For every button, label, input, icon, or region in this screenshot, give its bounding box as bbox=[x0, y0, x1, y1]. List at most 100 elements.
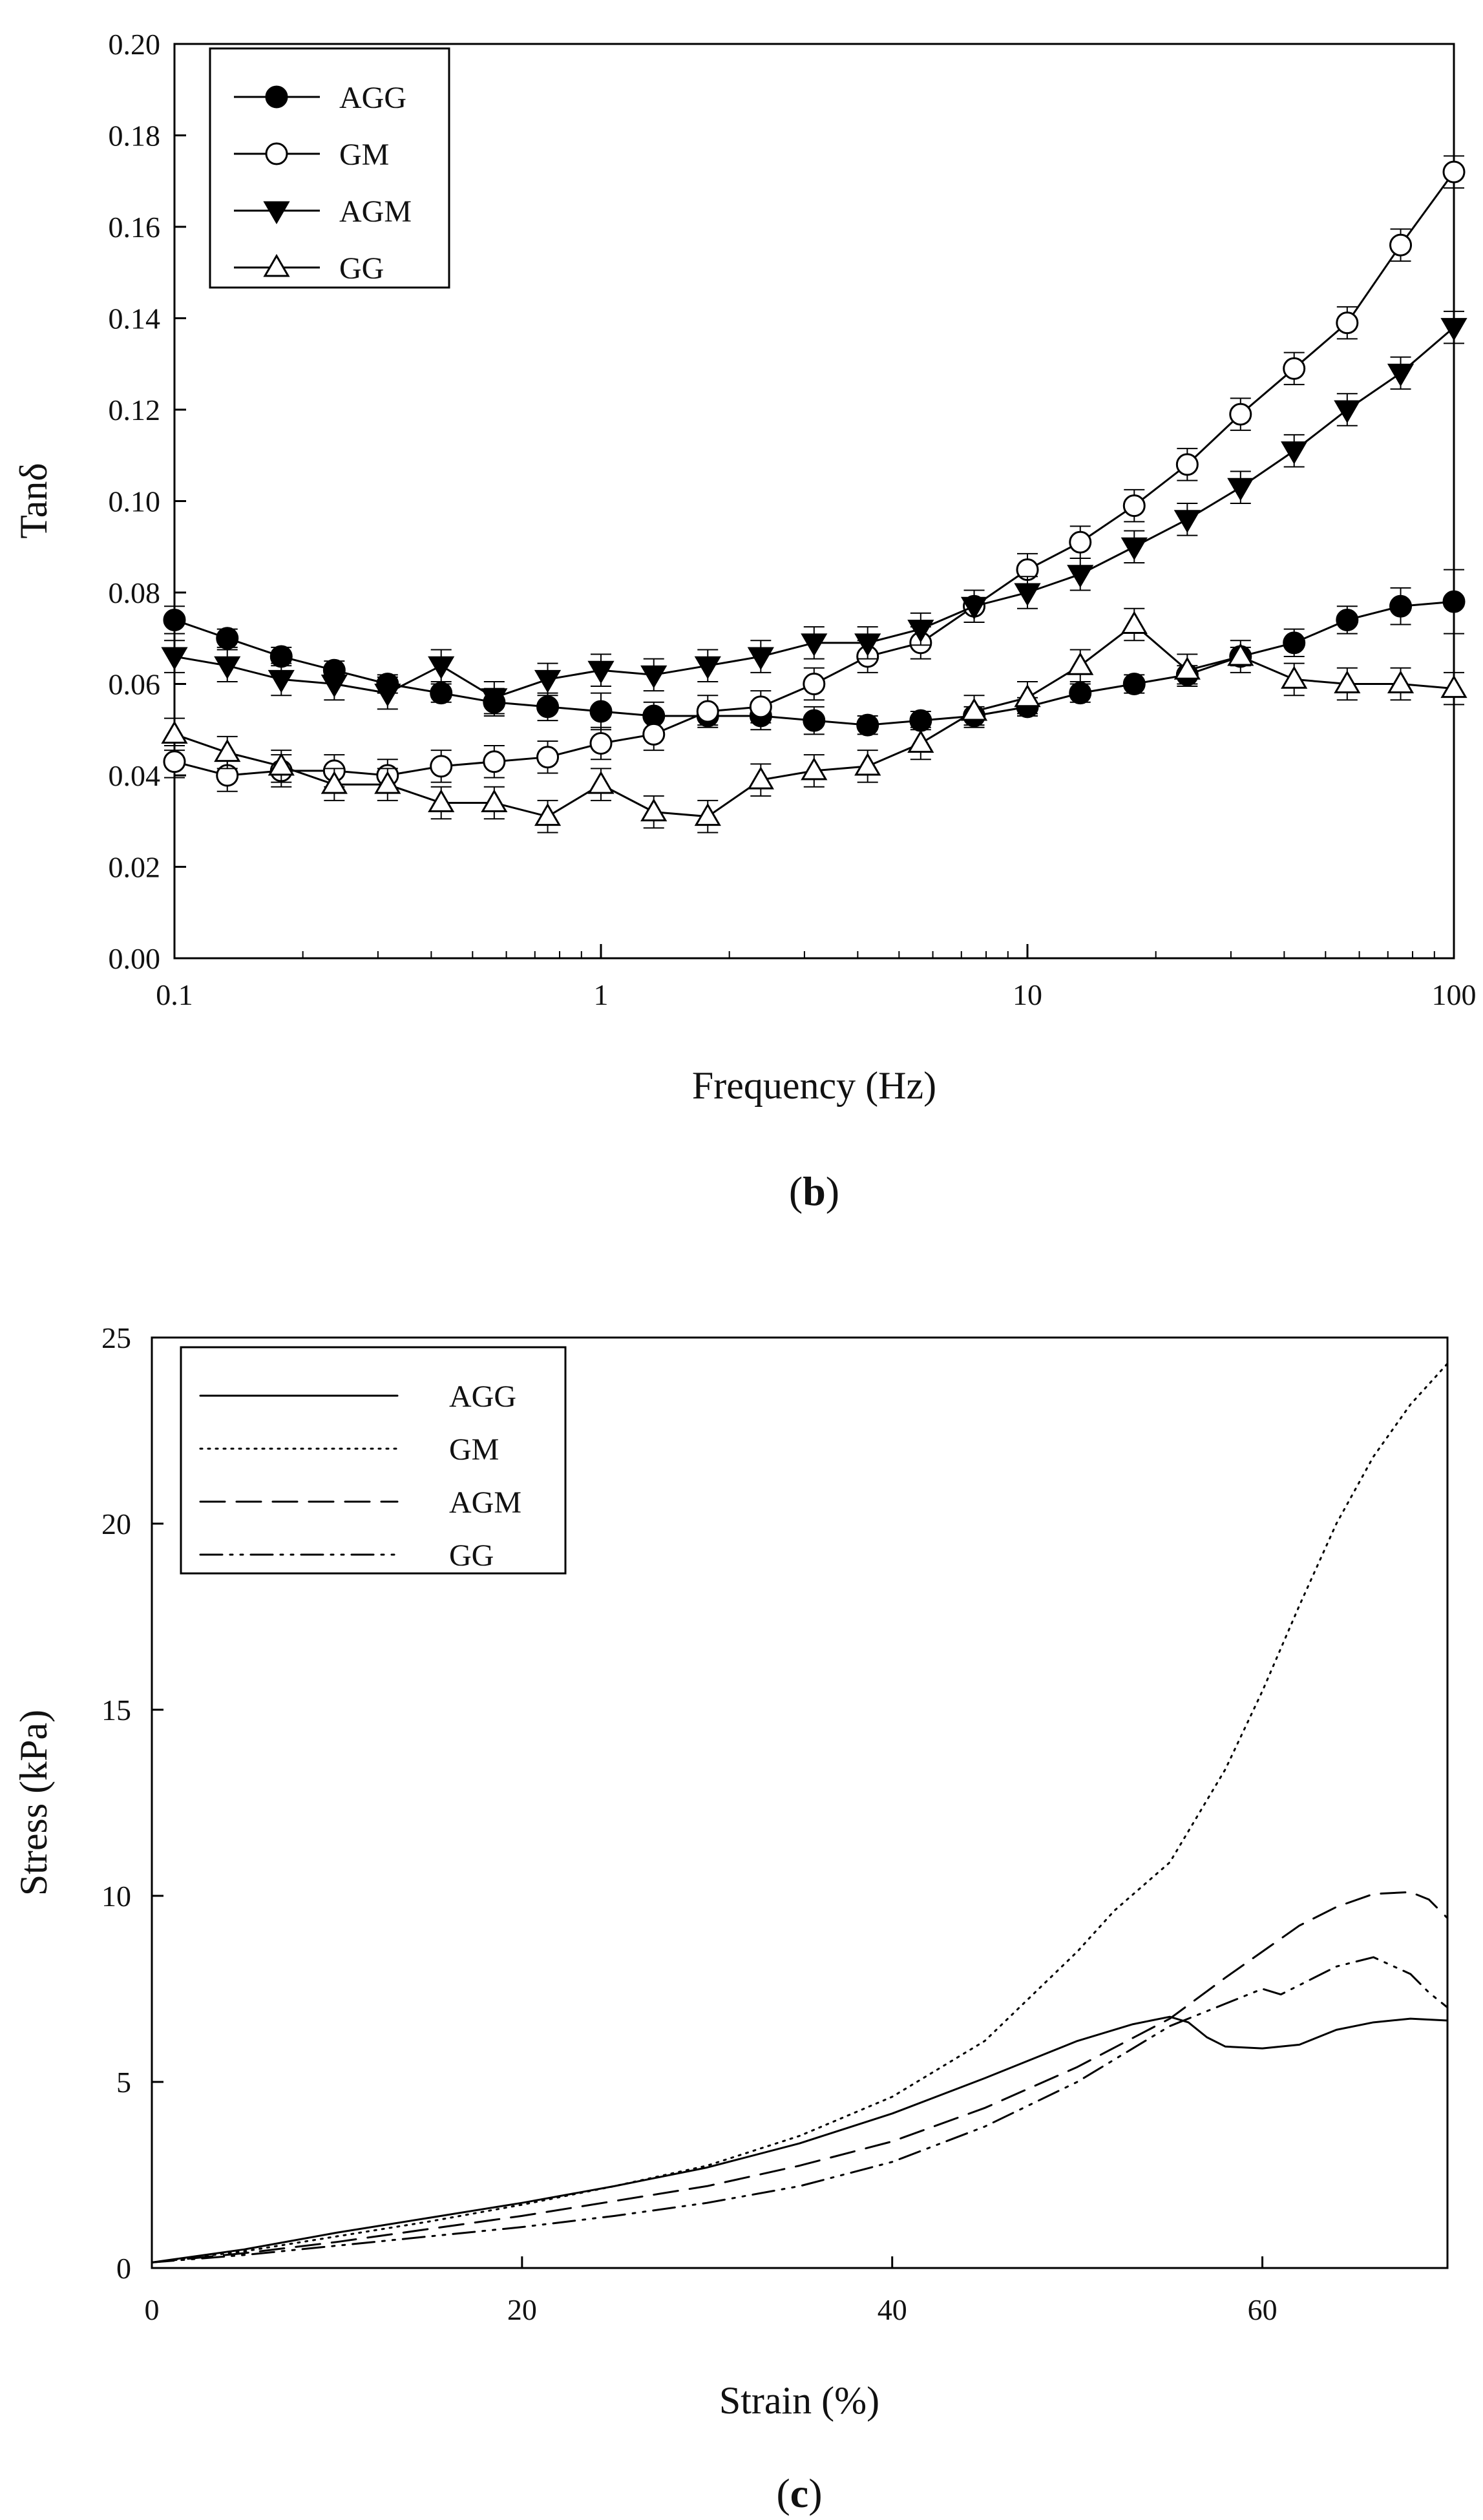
point-gm bbox=[1389, 233, 1413, 257]
point-gm bbox=[696, 700, 719, 723]
legend-label-agg: AGG bbox=[449, 1380, 516, 1414]
point-agm bbox=[1334, 400, 1361, 423]
point-agm bbox=[481, 688, 508, 711]
point-agg bbox=[216, 627, 239, 650]
tan-delta-x-tick-labels: 0.1 1 10 100 bbox=[156, 978, 1476, 1011]
point-agg bbox=[803, 709, 826, 732]
tan-delta-x-axis-title: Frequency (Hz) bbox=[692, 1064, 936, 1107]
point-gm bbox=[642, 722, 666, 746]
point-agm bbox=[747, 647, 774, 671]
point-agm bbox=[640, 665, 668, 689]
legend-item-gg: GG bbox=[234, 251, 384, 286]
point-agg bbox=[1283, 631, 1306, 655]
point-agg bbox=[1069, 682, 1092, 705]
tan-delta-legend-box bbox=[209, 47, 450, 289]
point-agm bbox=[960, 596, 988, 620]
point-gg bbox=[1120, 611, 1148, 635]
point-gg bbox=[587, 771, 615, 794]
point-agg bbox=[163, 608, 186, 631]
point-agm bbox=[694, 656, 721, 680]
stress-strain-y-tick-label: 20 bbox=[101, 1507, 131, 1540]
stress-strain-y-tick-label: 15 bbox=[101, 1694, 131, 1727]
curve-agg bbox=[151, 2015, 1449, 2263]
curve-gm bbox=[151, 1362, 1449, 2263]
tan-delta-y-tick-label: 0.04 bbox=[109, 759, 161, 792]
legend-item-agg: AGG bbox=[234, 81, 406, 115]
stress-strain-axis-ticks bbox=[151, 1336, 1264, 2269]
point-gg bbox=[1173, 656, 1201, 680]
legend-marker-agm bbox=[263, 201, 290, 224]
point-agg bbox=[1389, 594, 1413, 618]
legend-label-gg: GG bbox=[449, 1538, 494, 1573]
panel-label-b: (b) bbox=[789, 1168, 839, 1214]
tan-delta-legend: AGG GM AGM GG bbox=[209, 47, 450, 289]
point-agm bbox=[801, 633, 828, 656]
legend-item-agm: AGM bbox=[199, 1486, 521, 1520]
point-agg bbox=[536, 695, 560, 719]
point-gm bbox=[430, 755, 453, 778]
point-gg bbox=[960, 697, 988, 721]
stress-strain-x-axis-title: Strain (%) bbox=[719, 2379, 879, 2422]
tan-delta-chart: 0.00 0.02 0.04 0.06 0.08 0.10 0.12 0.14 0.16 0.18… bbox=[12, 28, 1477, 1214]
point-gm bbox=[749, 695, 772, 719]
series-gg bbox=[161, 607, 1467, 834]
point-gg bbox=[1440, 675, 1467, 698]
point-agg bbox=[1122, 673, 1146, 695]
legend-label-agm: AGM bbox=[339, 194, 412, 229]
stress-strain-y-tick-label: 5 bbox=[116, 2066, 131, 2099]
stress-strain-x-tick-label: 40 bbox=[878, 2293, 907, 2326]
series-agm bbox=[161, 310, 1467, 715]
stress-strain-y-tick-label: 25 bbox=[101, 1321, 131, 1354]
point-gm bbox=[589, 731, 613, 755]
point-gm bbox=[163, 750, 186, 773]
point-gm bbox=[1336, 311, 1359, 335]
tan-delta-y-axis-title: Tanδ bbox=[12, 463, 55, 538]
point-gg bbox=[321, 771, 348, 794]
point-gm bbox=[1283, 357, 1306, 380]
stress-strain-y-tick-label: 10 bbox=[101, 1880, 131, 1913]
point-agg bbox=[430, 682, 453, 705]
tan-delta-y-tick-label: 0.16 bbox=[109, 211, 161, 244]
point-agm bbox=[321, 675, 348, 698]
curve-gg bbox=[151, 1956, 1449, 2263]
curve-agm bbox=[151, 1891, 1449, 2263]
point-gm bbox=[1229, 403, 1252, 426]
point-agm bbox=[214, 656, 241, 680]
point-agm bbox=[1067, 565, 1094, 588]
stress-strain-x-tick-labels: 0 20 40 60 bbox=[145, 2293, 1278, 2326]
stress-strain-x-tick-label: 0 bbox=[145, 2293, 160, 2326]
point-agm bbox=[1227, 478, 1254, 501]
tan-delta-y-tick-label: 0.02 bbox=[109, 851, 161, 884]
point-gg bbox=[640, 798, 668, 822]
tan-delta-x-tick-label: 1 bbox=[594, 978, 609, 1011]
point-gg bbox=[268, 752, 295, 776]
point-gg bbox=[1387, 670, 1415, 693]
legend-label-gm: GM bbox=[449, 1433, 499, 1467]
tan-delta-series bbox=[161, 155, 1467, 834]
legend-label-gg: GG bbox=[339, 251, 384, 286]
tan-delta-x-tick-label: 10 bbox=[1013, 978, 1042, 1011]
legend-item-agm: AGM bbox=[234, 194, 412, 229]
tan-delta-y-tick-label: 0.20 bbox=[109, 28, 161, 61]
point-gg bbox=[801, 757, 828, 781]
stress-strain-x-tick-label: 60 bbox=[1248, 2293, 1278, 2326]
point-gg bbox=[428, 789, 455, 812]
point-agm bbox=[268, 669, 295, 693]
stress-strain-legend-box bbox=[180, 1346, 567, 1575]
panel-label-c-letter: c bbox=[790, 2470, 808, 2516]
tan-delta-y-tick-label: 0.10 bbox=[109, 485, 161, 518]
tan-delta-y-tick-labels: 0.00 0.02 0.04 0.06 0.08 0.10 0.12 0.14 0.16 0.18… bbox=[109, 28, 161, 975]
point-gg bbox=[1227, 643, 1254, 666]
legend-item-gm: GM bbox=[199, 1433, 499, 1467]
point-gg bbox=[1281, 666, 1308, 689]
legend-marker-agg bbox=[265, 85, 288, 109]
stress-strain-x-tick-label: 20 bbox=[507, 2293, 537, 2326]
point-gm bbox=[1442, 160, 1466, 184]
legend-item-gg: GG bbox=[199, 1538, 494, 1573]
point-agm bbox=[428, 656, 455, 680]
point-agm bbox=[907, 620, 934, 643]
point-agm bbox=[1120, 537, 1148, 561]
point-gm bbox=[1122, 494, 1146, 518]
point-agm bbox=[1440, 318, 1467, 341]
